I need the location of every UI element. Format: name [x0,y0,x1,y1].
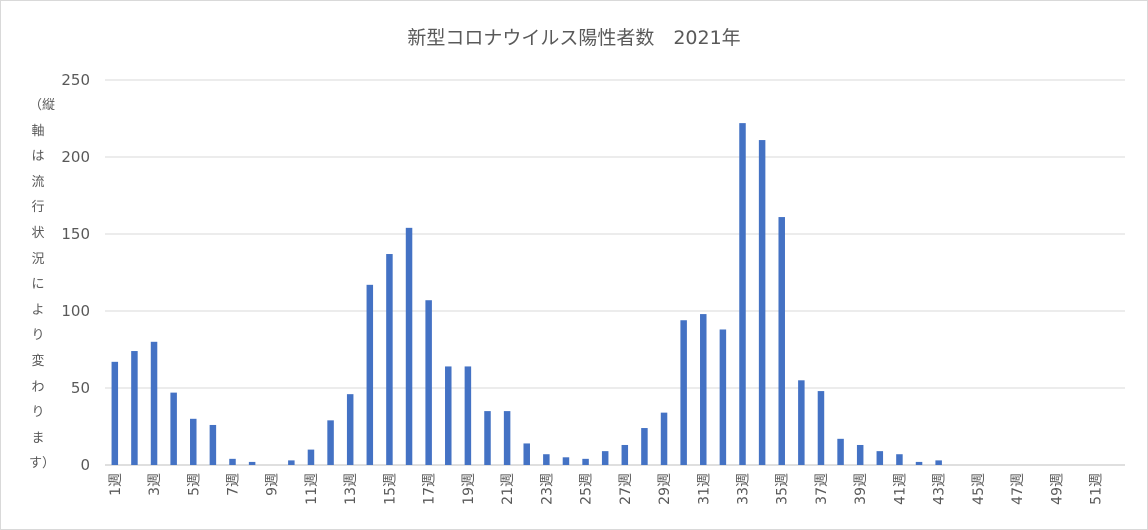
x-tick-label: 45週 [971,473,987,505]
x-tick-labels: 1週 3週 5週 7週 9週 11週 13週 15週 17週 19週 21週 23週 25週 27週 29週… [108,473,1105,505]
bar [209,424,217,465]
x-tick-label: 43週 [932,473,948,505]
y-tick-label: 150 [61,225,90,243]
bar [562,457,570,465]
bar [131,351,138,465]
y-tick-label: 0 [80,456,90,474]
x-tick-label: 5週 [186,473,202,496]
bar [405,227,413,465]
bar [503,411,511,465]
x-tick-label: 49週 [1049,473,1065,505]
x-tick-label: 23週 [539,473,555,505]
bar [543,454,550,465]
bar [876,451,884,465]
y-tick-labels: 0 50 100 150 200 250 [61,71,90,474]
bar [837,438,844,465]
chart-title: 新型コロナウイルス陽性者数 2021年 [407,27,741,49]
x-tick-label: 15週 [382,473,398,505]
bar [680,320,687,465]
bar [111,361,119,465]
x-tick-label: 11週 [304,473,320,505]
bar [190,418,197,465]
bar [307,449,315,465]
bar [288,460,295,465]
x-tick-label: 21週 [500,473,516,505]
x-tick-label: 47週 [1010,473,1026,505]
x-tick-label: 9週 [265,473,281,496]
bar [445,366,452,465]
y-axis-label: （縦軸は流行状況により変わります） [29,98,56,472]
x-tick-label: 41週 [892,473,908,505]
x-tick-label: 3週 [147,473,163,496]
bar [621,444,629,465]
x-tick-label: 39週 [853,473,869,505]
bar [150,341,158,465]
x-tick-label: 51週 [1089,473,1105,505]
x-tick-label: 37週 [814,473,830,505]
bar [856,444,864,465]
x-tick-label: 1週 [108,473,124,496]
bar [425,300,432,465]
x-tick-label: 35週 [775,473,791,505]
gridlines [105,79,1125,466]
bar [915,461,923,465]
x-tick-label: 19週 [461,473,477,505]
bar [601,451,609,465]
bar [641,428,648,465]
bar [523,443,530,465]
bar [739,123,746,466]
x-tick-label: 17週 [422,473,438,505]
bar [327,420,334,465]
bar [229,458,236,465]
y-tick-label: 50 [71,379,90,397]
bar [935,460,942,465]
x-tick-label: 13週 [343,473,359,505]
bar [758,140,766,465]
x-tick-label: 29週 [657,473,673,505]
y-tick-label: 250 [61,71,90,89]
x-tick-label: 7週 [226,473,242,496]
bar [484,411,491,465]
x-tick-label: 25週 [579,473,595,505]
bar [700,314,707,465]
bar [346,394,354,465]
bar [386,254,393,465]
x-tick-label: 33週 [736,473,752,505]
bar [582,458,589,465]
bar [248,461,256,465]
bars [111,123,942,466]
bar [719,329,727,465]
x-tick-label: 31週 [696,473,712,505]
bar [464,366,472,465]
bar [798,380,805,465]
bar [366,284,374,465]
y-tick-label: 100 [61,302,90,320]
bar [170,392,177,465]
bar [817,391,825,465]
x-tick-label: 27週 [618,473,634,505]
y-tick-label: 200 [61,148,90,166]
bar [660,412,668,465]
bar [896,454,903,465]
bar [778,217,785,465]
